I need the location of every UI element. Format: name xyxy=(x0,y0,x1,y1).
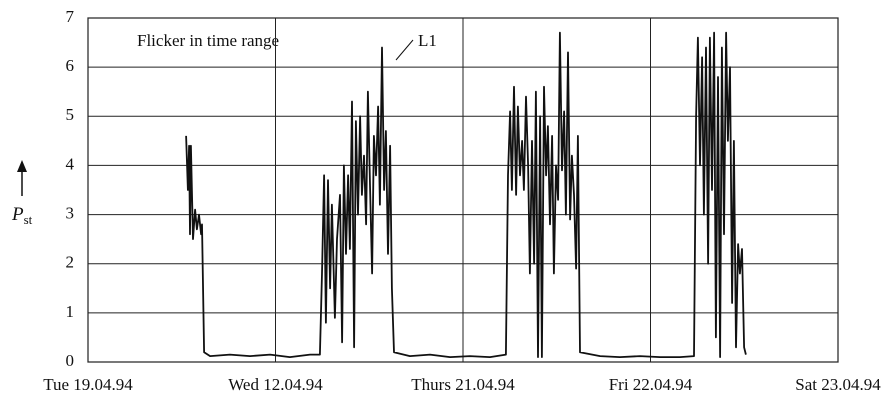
series-line xyxy=(185,31,747,358)
y-tick-label: 1 xyxy=(66,302,75,321)
x-tick-label: Thurs 21.04.94 xyxy=(411,375,515,394)
x-tick-label: Wed 12.04.94 xyxy=(228,375,323,394)
x-tick-label: Fri 22.04.94 xyxy=(609,375,693,394)
y-tick-label: 0 xyxy=(66,351,75,370)
y-axis-label: Pst xyxy=(11,204,33,227)
series-label: L1 xyxy=(418,31,437,50)
x-tick-label: Sat 23.04.94 xyxy=(795,375,881,394)
chart-title: Flicker in time range xyxy=(137,31,279,50)
x-tick-label: Tue 19.04.94 xyxy=(43,375,133,394)
y-arrow-head xyxy=(17,160,27,172)
y-tick-label: 4 xyxy=(66,154,75,173)
y-tick-label: 6 xyxy=(66,56,75,75)
y-tick-label: 2 xyxy=(66,253,75,272)
y-tick-label: 3 xyxy=(66,203,75,222)
y-tick-label: 5 xyxy=(66,105,75,124)
y-tick-label: 7 xyxy=(66,7,75,26)
leader-line xyxy=(395,39,414,61)
